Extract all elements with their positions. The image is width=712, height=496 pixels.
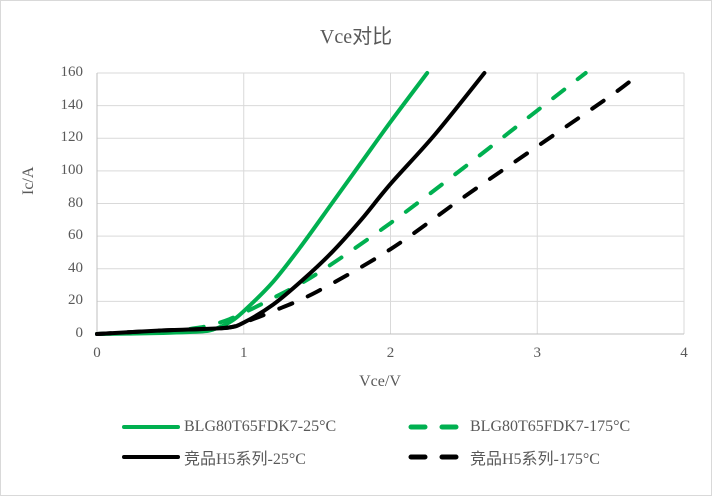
legend-solid-green-line [122, 425, 180, 429]
legend-item-blg-175: BLG80T65FDK7-175°C [408, 418, 630, 436]
series-line-3 [95, 72, 641, 336]
y-tick-label: 20 [68, 292, 83, 309]
y-axis-label: Ic/A [20, 166, 37, 195]
x-tick-label: 4 [680, 345, 688, 361]
x-tick-label: 2 [386, 345, 395, 361]
y-tick-label: 80 [68, 194, 83, 211]
legend-solid-black-line [122, 455, 180, 459]
y-tick-label: 160 [60, 64, 84, 80]
x-tick-label: 1 [240, 345, 248, 361]
y-tick-label: 0 [75, 325, 84, 341]
y-tick-label: 60 [68, 227, 83, 244]
x-axis-label: Vce/V [359, 373, 401, 390]
legend-label: 竞品H5系列-25°C [184, 451, 306, 468]
legend-dashed-green-line [408, 424, 466, 430]
legend-label: 竞品H5系列-175°C [470, 451, 600, 468]
x-tick-label: 0 [93, 345, 101, 361]
legend-dashed-black-line [408, 454, 466, 460]
legend-label: BLG80T65FDK7-25°C [184, 418, 337, 435]
chart-title: Vce对比 [319, 26, 393, 48]
legend-label: BLG80T65FDK7-175°C [470, 418, 631, 435]
legend-item-h5-25: 竞品H5系列-25°C [122, 445, 306, 469]
y-tick-label: 40 [68, 259, 83, 276]
legend-item-blg-25: BLG80T65FDK7-25°C [122, 418, 336, 436]
x-tick-label: 3 [533, 345, 542, 361]
series-line-0 [95, 71, 430, 336]
y-tick-label: 100 [60, 161, 84, 178]
legend-item-h5-175: 竞品H5系列-175°C [408, 445, 600, 469]
y-tick-label: 140 [60, 96, 84, 113]
y-tick-label: 120 [60, 129, 84, 146]
